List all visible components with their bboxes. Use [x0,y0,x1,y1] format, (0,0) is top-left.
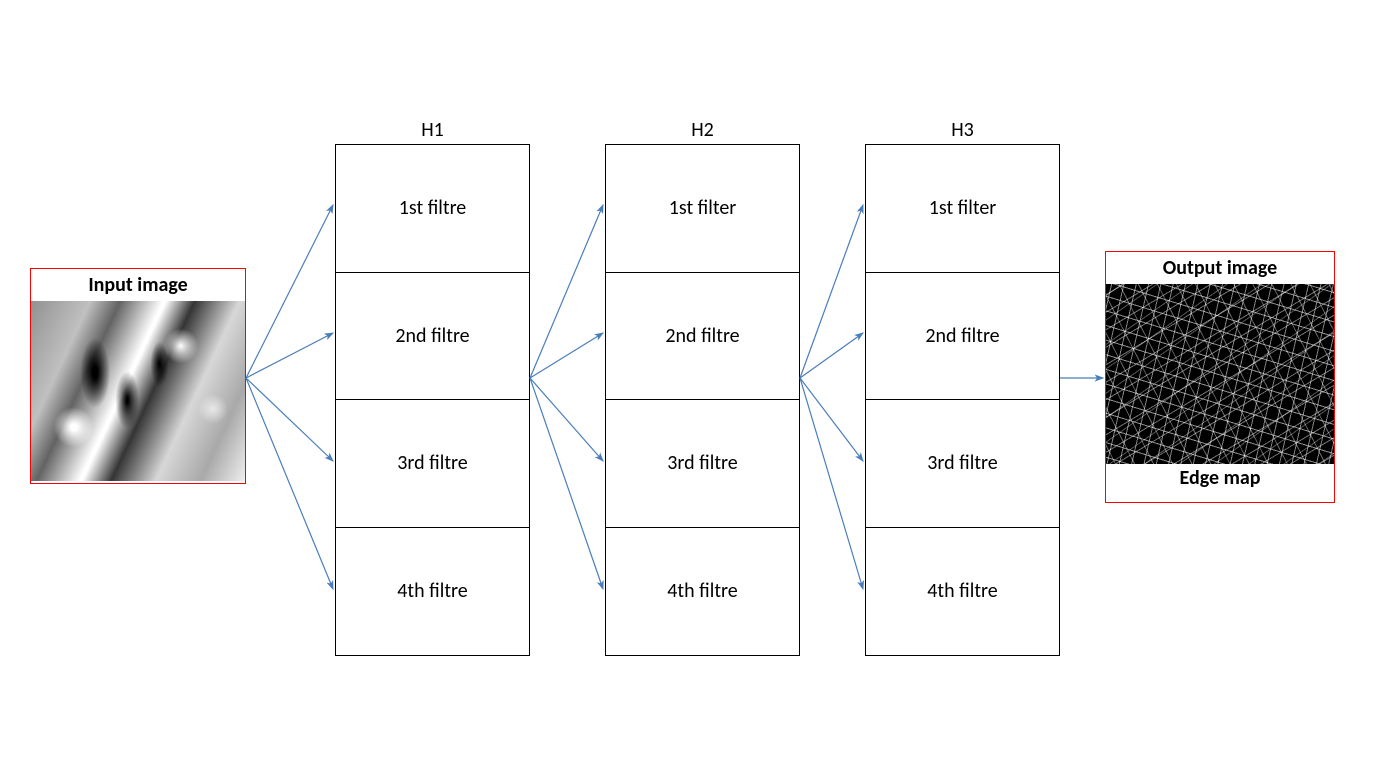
arrow [530,378,603,461]
filter-cell: 1st filter [866,145,1059,273]
filter-column-h1: 1st filtre 2nd filtre 3rd filtre 4th fil… [335,144,530,656]
input-image-texture [31,301,245,481]
input-image-title: Input image [31,269,245,301]
arrow [530,378,603,589]
arrow [246,378,333,589]
filter-cell: 4th filtre [336,528,529,656]
filter-cell: 2nd filtre [336,273,529,401]
arrow [530,333,603,378]
filter-cell: 3rd filtre [606,400,799,528]
arrow [800,205,863,378]
arrow [800,333,863,378]
output-image-box: Output image Edge map [1105,251,1335,503]
arrow [530,205,603,378]
filter-cell: 4th filtre [606,528,799,656]
filter-column-h3: 1st filter 2nd filtre 3rd filtre 4th fil… [865,144,1060,656]
column-h3-label: H3 [943,118,983,142]
output-image-texture [1106,284,1334,464]
arrow [246,333,333,378]
filter-cell: 1st filter [606,145,799,273]
arrow [800,378,863,589]
filter-cell: 2nd filtre [866,273,1059,401]
arrow [800,378,863,461]
arrow [246,378,333,461]
filter-column-h2: 1st filter 2nd filtre 3rd filtre 4th fil… [605,144,800,656]
column-h1-label: H1 [413,118,453,142]
filter-cell: 3rd filtre [866,400,1059,528]
output-image-subtitle: Edge map [1106,464,1334,494]
input-image-box: Input image [30,268,246,484]
filter-cell: 4th filtre [866,528,1059,656]
column-h2-label: H2 [683,118,723,142]
arrow [246,205,333,378]
output-image-title: Output image [1106,252,1334,284]
filter-cell: 1st filtre [336,145,529,273]
filter-cell: 2nd filtre [606,273,799,401]
diagram-canvas: Input image Output image Edge map H1 1st… [0,0,1387,761]
filter-cell: 3rd filtre [336,400,529,528]
